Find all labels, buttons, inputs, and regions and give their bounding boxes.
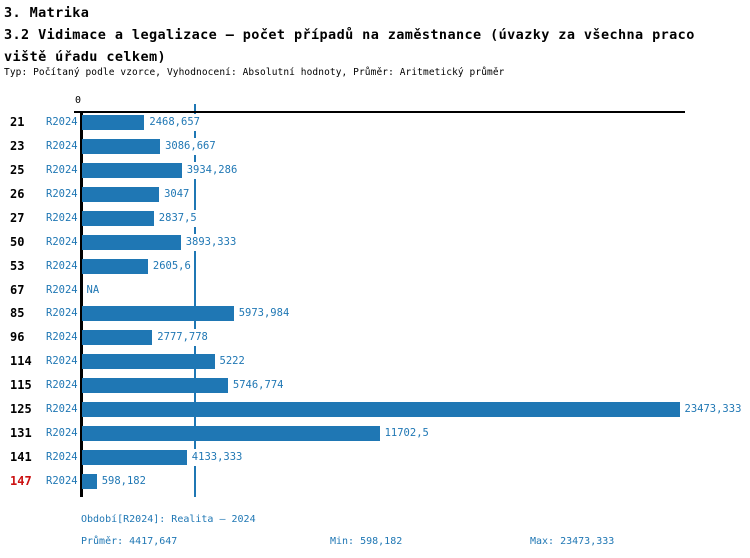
value-label: 2837,5 [158,209,197,227]
value-label: 5222 [219,353,245,371]
category-label: 67 [10,282,25,297]
value-label: NA [86,281,100,299]
chart-row: 25 R2024 3934,286 [0,161,750,179]
bar [81,473,97,489]
period-label: R2024 [46,283,78,296]
chart-title-line1: 3.2 Vidimace a legalizace – počet případ… [4,27,695,43]
period-label: R2024 [46,451,78,464]
category-label: 131 [10,426,32,441]
value-label: 11702,5 [384,425,429,443]
category-label: 27 [10,210,25,225]
chart-row: 147 R2024 598,182 [0,472,750,490]
chart-row: 23 R2024 3086,667 [0,137,750,155]
category-label: 53 [10,258,25,273]
period-label: R2024 [46,163,78,176]
period-label: R2024 [46,355,78,368]
bar [81,402,680,418]
bar [81,162,182,178]
period-label: R2024 [46,235,78,248]
value-label: 2468,657 [149,114,200,131]
bar [81,138,161,154]
category-label: 25 [10,162,25,177]
footer-min: Min: 598,182 [330,536,403,547]
chart-row: 131 R2024 11702,5 [0,425,750,443]
bar [81,426,380,442]
value-label: 3047 [164,185,190,203]
chart-row: 96 R2024 2777,778 [0,329,750,347]
period-label: R2024 [46,427,78,440]
value-label: 5746,774 [232,377,284,395]
bar [81,234,181,250]
period-label: R2024 [46,403,78,416]
bar [81,210,154,226]
period-label: R2024 [46,331,78,344]
y-axis-line [80,111,83,497]
bar [81,115,145,130]
value-label: 4133,333 [191,449,243,467]
bar [81,354,215,370]
period-label: R2024 [46,307,78,320]
bar [81,330,153,346]
category-label: 85 [10,306,25,321]
chart-row: 125 R2024 23473,333 [0,401,750,419]
value-label: 23473,333 [684,401,742,419]
chart-row: 85 R2024 5973,984 [0,305,750,323]
chart-row: 141 R2024 4133,333 [0,449,750,467]
period-label: R2024 [46,211,78,224]
value-label: 3086,667 [165,137,216,155]
category-label: 21 [10,115,25,129]
bar [81,450,187,466]
chart-subtitle: Typ: Počítaný podle vzorce, Vyhodnocení:… [4,67,505,78]
chart-row: 26 R2024 3047 [0,185,750,203]
category-label: 23 [10,138,25,153]
value-label: 2777,778 [157,329,208,347]
chart-rows: 21 R2024 2468,657 23 R2024 3086,667 25 R2024 393… [0,114,750,498]
bar [81,258,148,274]
chart-row: 114 R2024 5222 [0,353,750,371]
period-label: R2024 [46,139,78,152]
period-label: R2024 [46,116,78,128]
category-label: 125 [10,402,32,417]
chart-row: 21 R2024 2468,657 [0,114,750,131]
period-label: R2024 [46,259,78,272]
chart-row: 67 R2024 NA [0,281,750,299]
footer-average: Průměr: 4417,647 [81,536,178,547]
chart-row: 50 R2024 3893,333 [0,233,750,251]
section-title: 3. Matrika [4,5,90,21]
value-label: 5973,984 [238,305,290,323]
period-label: R2024 [46,187,78,200]
category-label: 115 [10,378,32,393]
chart-row: 53 R2024 2605,6 [0,257,750,275]
value-label: 598,182 [101,472,146,490]
bar [81,378,228,394]
value-label: 2605,6 [152,257,191,275]
chart-title-line2: viště úřadu celkem) [4,49,167,65]
bar [81,186,160,202]
footer-period-info: Období[R2024]: Realita – 2024 [81,514,256,525]
category-label: 141 [10,450,32,465]
value-label: 3893,333 [185,233,237,251]
category-label: 50 [10,234,25,249]
x-axis-zero-tick: 0 [75,95,82,106]
value-label: 3934,286 [186,161,238,179]
chart-row: 27 R2024 2837,5 [0,209,750,227]
x-axis-line [74,111,685,113]
category-label: 114 [10,354,32,369]
average-line [194,104,196,497]
period-label: R2024 [46,474,78,487]
period-label: R2024 [46,379,78,392]
category-label: 26 [10,186,25,201]
category-label: 96 [10,330,25,345]
category-label: 147 [10,473,32,488]
footer-max: Max: 23473,333 [530,536,615,547]
bar [81,306,234,322]
chart-row: 115 R2024 5746,774 [0,377,750,395]
